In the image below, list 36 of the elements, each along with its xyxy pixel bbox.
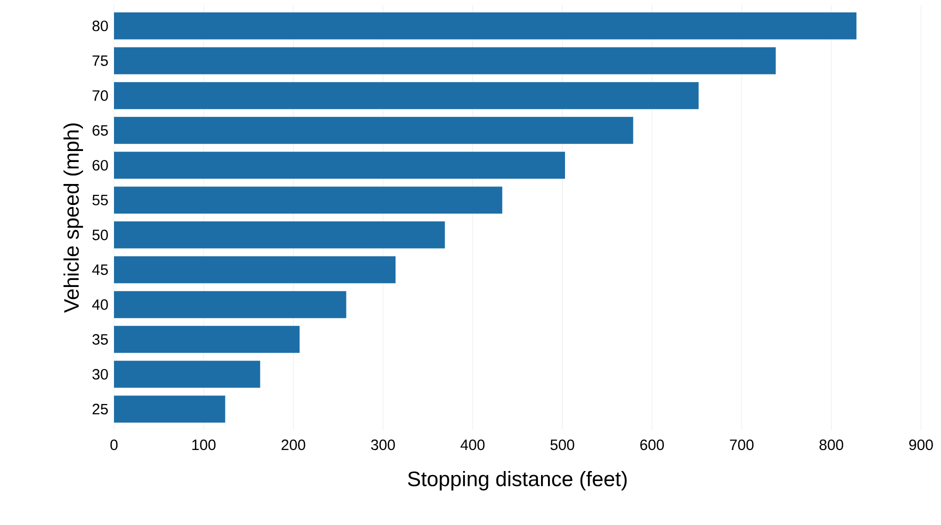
x-tick-label: 200	[282, 440, 306, 450]
x-tick-label: 0	[110, 440, 118, 450]
y-tick-label: 60	[92, 160, 108, 171]
x-tick-label: 800	[820, 440, 844, 450]
y-tick-label: 75	[92, 56, 108, 66]
bar	[114, 396, 226, 423]
x-tick-label: 100	[192, 440, 216, 450]
x-tick-label: 400	[460, 440, 485, 450]
y-tick-label: 80	[92, 20, 108, 32]
bar	[114, 152, 566, 179]
x-tick-label: 300	[371, 440, 395, 450]
bar	[114, 116, 634, 144]
bar	[114, 360, 260, 388]
y-tick-label: 50	[92, 230, 108, 240]
x-tick-label: 900	[909, 440, 933, 450]
bar	[114, 326, 300, 353]
bar	[114, 291, 346, 318]
y-tick-label: 30	[92, 368, 108, 380]
bar	[114, 12, 856, 40]
y-tick-label: 40	[92, 299, 108, 310]
bar	[114, 256, 396, 284]
y-tick-label: 55	[92, 194, 108, 206]
y-tick-label: 25	[92, 404, 108, 414]
bar	[114, 82, 699, 110]
x-tick-label: 700	[730, 440, 754, 450]
x-tick-label: 600	[640, 440, 664, 450]
bar	[114, 221, 445, 248]
y-axis-title: Vehicle speed (mph)	[64, 123, 84, 313]
y-tick-label: 45	[92, 264, 108, 275]
bar	[114, 47, 776, 74]
x-tick-label: 500	[550, 440, 574, 450]
bar	[114, 186, 502, 214]
y-tick-label: 70	[92, 90, 108, 101]
y-tick-label: 65	[92, 125, 108, 136]
y-tick-label: 35	[92, 334, 108, 345]
x-axis-title: Stopping distance (feet)	[408, 470, 627, 490]
